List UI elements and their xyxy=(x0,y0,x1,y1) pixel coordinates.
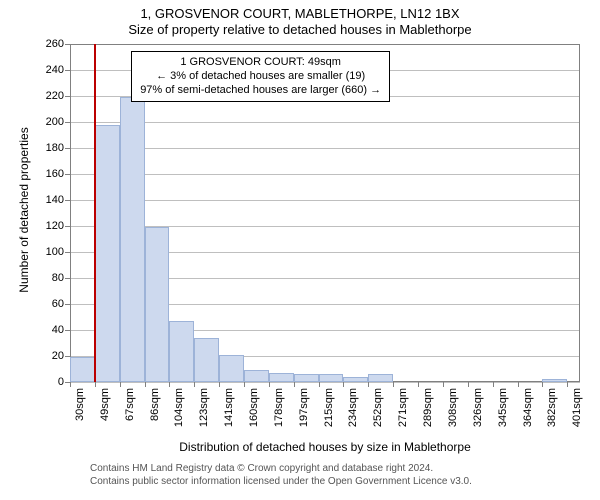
xtick-label: 141sqm xyxy=(223,388,235,438)
ytick-label: 240 xyxy=(46,64,70,76)
xtick-mark xyxy=(368,382,369,387)
footer-line1: Contains HM Land Registry data © Crown c… xyxy=(90,462,472,475)
xtick-mark xyxy=(219,382,220,387)
xtick-mark xyxy=(70,382,71,387)
xtick-label: 197sqm xyxy=(298,388,310,438)
histogram-chart: 020406080100120140160180200220240260 30s… xyxy=(70,44,580,382)
bar xyxy=(70,357,95,382)
bar xyxy=(194,338,219,382)
footer-attribution: Contains HM Land Registry data © Crown c… xyxy=(90,462,472,488)
ytick-label: 160 xyxy=(46,168,70,180)
xtick-label: 86sqm xyxy=(149,388,161,438)
ytick-label: 0 xyxy=(58,376,70,388)
xtick-mark xyxy=(194,382,195,387)
bar xyxy=(269,373,294,382)
gridline xyxy=(70,148,580,149)
gridline xyxy=(70,174,580,175)
xtick-label: 104sqm xyxy=(173,388,185,438)
xtick-mark xyxy=(542,382,543,387)
y-axis-label: Number of detached properties xyxy=(17,110,31,310)
footer-line2: Contains public sector information licen… xyxy=(90,475,472,488)
xtick-mark xyxy=(319,382,320,387)
bar xyxy=(542,379,567,382)
bar xyxy=(120,97,145,382)
xtick-mark xyxy=(567,382,568,387)
xtick-mark xyxy=(493,382,494,387)
page-title-line2: Size of property relative to detached ho… xyxy=(0,22,600,37)
annotation-line1: 1 GROSVENOR COURT: 49sqm xyxy=(140,55,381,69)
xtick-mark xyxy=(418,382,419,387)
xtick-mark xyxy=(95,382,96,387)
gridline xyxy=(70,44,580,45)
xtick-label: 364sqm xyxy=(522,388,534,438)
bar xyxy=(244,370,269,382)
xtick-label: 178sqm xyxy=(273,388,285,438)
xtick-label: 252sqm xyxy=(372,388,384,438)
ytick-label: 20 xyxy=(52,350,70,362)
xtick-mark xyxy=(244,382,245,387)
property-marker-line xyxy=(94,44,96,382)
xtick-mark xyxy=(294,382,295,387)
ytick-label: 60 xyxy=(52,298,70,310)
xtick-label: 49sqm xyxy=(99,388,111,438)
bar xyxy=(219,355,244,382)
annotation-line3: 97% of semi-detached houses are larger (… xyxy=(140,83,381,97)
xtick-label: 401sqm xyxy=(571,388,583,438)
xtick-mark xyxy=(145,382,146,387)
ytick-label: 260 xyxy=(46,38,70,50)
xtick-label: 382sqm xyxy=(546,388,558,438)
bar xyxy=(145,227,170,382)
ytick-label: 80 xyxy=(52,272,70,284)
xtick-mark xyxy=(269,382,270,387)
gridline xyxy=(70,200,580,201)
xtick-label: 67sqm xyxy=(124,388,136,438)
x-axis-label: Distribution of detached houses by size … xyxy=(70,440,580,454)
xtick-label: 160sqm xyxy=(248,388,260,438)
xtick-label: 123sqm xyxy=(198,388,210,438)
ytick-label: 40 xyxy=(52,324,70,336)
ytick-label: 120 xyxy=(46,220,70,232)
xtick-label: 30sqm xyxy=(74,388,86,438)
xtick-label: 326sqm xyxy=(472,388,484,438)
xtick-label: 234sqm xyxy=(347,388,359,438)
ytick-label: 220 xyxy=(46,90,70,102)
ytick-label: 100 xyxy=(46,246,70,258)
xtick-mark xyxy=(343,382,344,387)
xtick-mark xyxy=(443,382,444,387)
gridline xyxy=(70,122,580,123)
ytick-label: 200 xyxy=(46,116,70,128)
annotation-line2: ← 3% of detached houses are smaller (19) xyxy=(140,69,381,83)
xtick-label: 271sqm xyxy=(397,388,409,438)
bar xyxy=(343,377,368,382)
ytick-label: 140 xyxy=(46,194,70,206)
xtick-label: 308sqm xyxy=(447,388,459,438)
xtick-mark xyxy=(169,382,170,387)
bar xyxy=(169,321,194,382)
xtick-mark xyxy=(393,382,394,387)
xtick-label: 289sqm xyxy=(422,388,434,438)
xtick-mark xyxy=(518,382,519,387)
ytick-label: 180 xyxy=(46,142,70,154)
gridline xyxy=(70,382,580,383)
bar xyxy=(368,374,393,382)
xtick-label: 345sqm xyxy=(497,388,509,438)
page-title-line1: 1, GROSVENOR COURT, MABLETHORPE, LN12 1B… xyxy=(0,6,600,21)
bar xyxy=(95,125,120,382)
xtick-mark xyxy=(468,382,469,387)
xtick-label: 215sqm xyxy=(323,388,335,438)
bar xyxy=(294,374,319,382)
bar xyxy=(319,374,344,382)
xtick-mark xyxy=(120,382,121,387)
annotation-box: 1 GROSVENOR COURT: 49sqm ← 3% of detache… xyxy=(131,51,390,102)
